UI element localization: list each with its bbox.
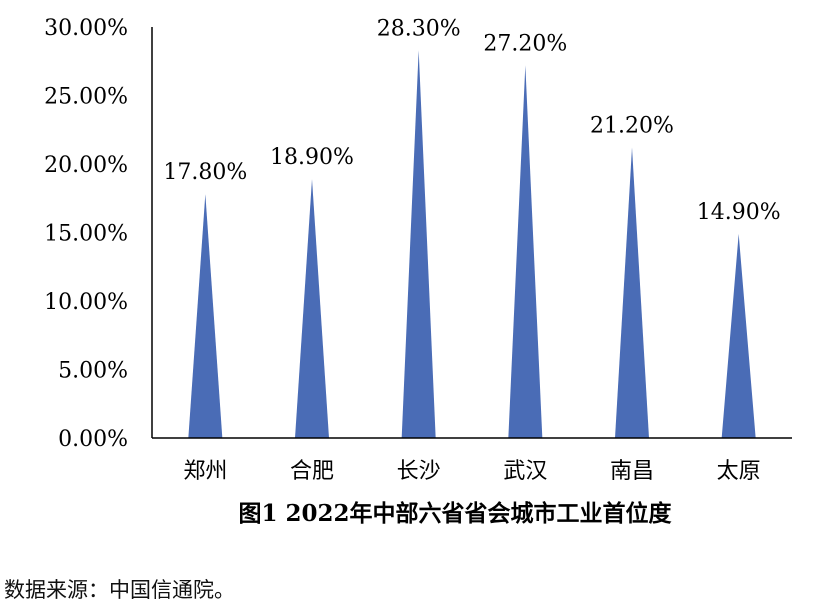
bar xyxy=(615,147,649,438)
data-label: 28.30% xyxy=(377,16,461,41)
y-tick-label: 25.00% xyxy=(44,85,128,110)
data-label: 17.80% xyxy=(163,160,247,185)
y-tick-label: 5.00% xyxy=(58,359,128,384)
chart: 0.00% 5.00% 10.00% 15.00% 20.00% 25.00% 30.00%… xyxy=(44,16,792,527)
chart-title: 图1 2022年中部六省省会城市工业首位度 xyxy=(238,500,672,527)
data-labels: 17.80% 18.90% 28.30% 27.20% 21.20% 14.90% xyxy=(163,16,780,225)
source-note: 数据来源：中国信通院。 xyxy=(4,578,235,602)
bar xyxy=(508,65,543,439)
data-label: 21.20% xyxy=(590,114,674,139)
x-axis-labels: 郑州 合肥 长沙 武汉 南昌 太原 xyxy=(183,459,760,484)
bars xyxy=(188,50,756,439)
bar xyxy=(188,194,223,438)
x-tick-label: 太原 xyxy=(717,459,761,484)
x-tick-label: 合肥 xyxy=(290,459,334,484)
y-axis-ticks: 0.00% 5.00% 10.00% 15.00% 20.00% 25.00% 30.00% xyxy=(44,16,128,452)
y-tick-label: 20.00% xyxy=(44,153,128,178)
x-tick-label: 长沙 xyxy=(397,459,441,484)
x-tick-label: 南昌 xyxy=(610,459,654,484)
y-tick-label: 30.00% xyxy=(44,16,128,41)
y-tick-label: 10.00% xyxy=(44,290,128,315)
bar xyxy=(401,50,436,438)
bar xyxy=(721,233,756,438)
y-tick-label: 0.00% xyxy=(58,427,128,452)
data-label: 27.20% xyxy=(483,31,567,56)
y-tick-label: 15.00% xyxy=(44,222,128,247)
data-label: 14.90% xyxy=(697,200,781,225)
x-tick-label: 武汉 xyxy=(503,459,547,484)
x-tick-label: 郑州 xyxy=(183,459,227,484)
bar xyxy=(295,179,329,438)
data-label: 18.90% xyxy=(270,145,354,170)
